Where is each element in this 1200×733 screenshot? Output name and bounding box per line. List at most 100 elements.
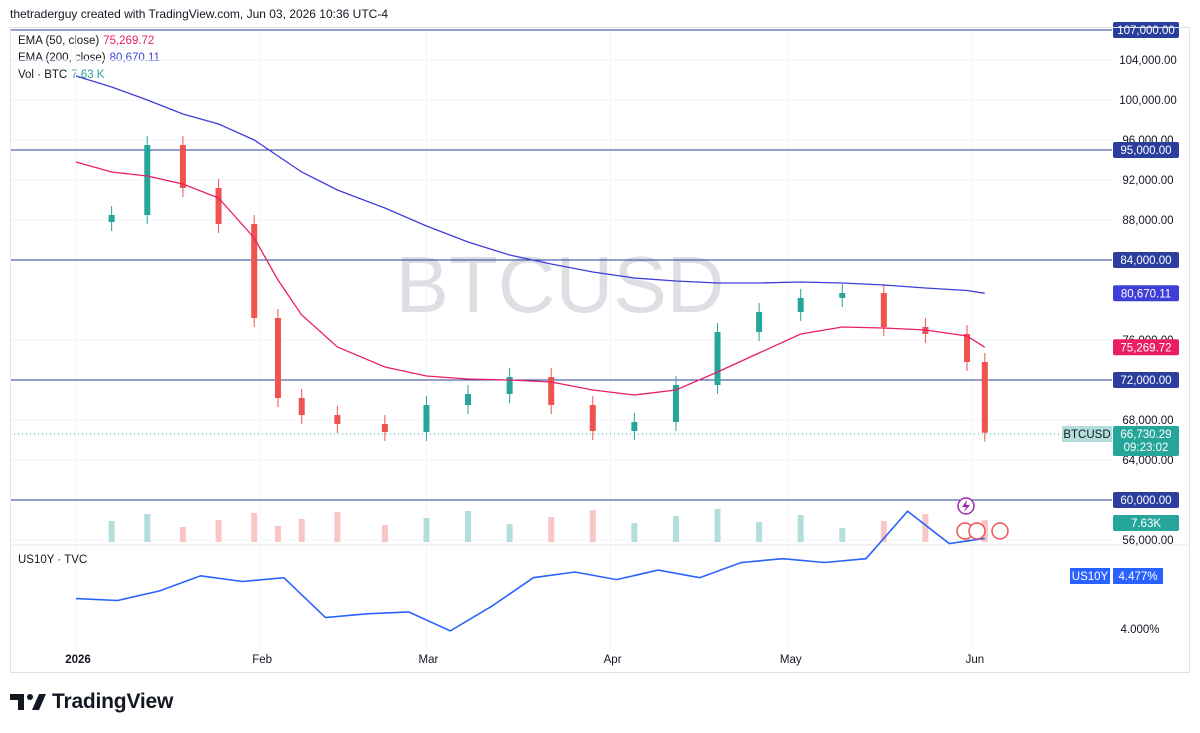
tradingview-logo-icon	[10, 694, 46, 710]
candle-body[interactable]	[179, 145, 186, 188]
legend-ema200-value: 80,670.11	[109, 52, 160, 64]
volume-bar	[423, 518, 430, 542]
price-tick-label: 92,000.00	[1122, 175, 1173, 187]
us10y-tag: US10Y 4.477%	[1070, 568, 1163, 584]
candle-body[interactable]	[506, 377, 513, 394]
ema50-line	[75, 161, 986, 396]
level-price-tag-text: 95,000.00	[1120, 145, 1171, 157]
legend-ema50-label: EMA (50, close)	[18, 35, 100, 47]
volume-bar	[714, 509, 721, 542]
candle-body[interactable]	[631, 422, 638, 431]
legend-ema200[interactable]: EMA (200, close) 80,670.11	[18, 52, 160, 64]
volume-bar	[631, 523, 638, 542]
price-tick-label: 100,000.00	[1119, 95, 1177, 107]
us10y-legend: US10Y · TVC	[18, 554, 87, 566]
legend-ema50-value: 75,269.72	[103, 35, 155, 47]
ema200-price-tag: 80,670.11	[1113, 285, 1179, 302]
candle-body[interactable]	[548, 377, 555, 405]
us10y-line	[75, 510, 985, 632]
tradingview-wordmark: TradingView	[52, 690, 174, 713]
volume-bar	[215, 520, 222, 542]
price-tick-label: 88,000.00	[1122, 215, 1173, 227]
volume-bar	[797, 515, 804, 542]
candle-body[interactable]	[589, 405, 596, 431]
price-tick-label: 104,000.00	[1119, 55, 1177, 67]
level-price-tag: 72,000.00	[1113, 372, 1179, 388]
candle-body[interactable]	[108, 215, 115, 222]
candle-body[interactable]	[251, 224, 258, 318]
symbol-tag-text: BTCUSD	[1063, 429, 1110, 441]
volume-bar	[756, 522, 763, 542]
last-price-tag-text: 66,730.29	[1120, 429, 1171, 441]
candle-body[interactable]	[797, 298, 804, 312]
candle-body[interactable]	[381, 424, 388, 432]
ema50-price-tag: 75,269.72	[1113, 339, 1179, 356]
volume-bar	[922, 514, 929, 542]
level-price-tag: 107,000.00	[1113, 22, 1179, 38]
level-price-tag-text: 60,000.00	[1120, 495, 1171, 507]
last-price-tag-text: 09:23:02	[1124, 442, 1169, 454]
candle-body[interactable]	[215, 188, 222, 224]
volume-bar	[506, 524, 513, 542]
time-tick-label: Feb	[252, 654, 272, 666]
horizontal-levels[interactable]	[10, 29, 1112, 501]
us10y-tick-label: 4.000%	[1120, 624, 1159, 636]
legend-volume-label: Vol · BTC	[18, 69, 68, 81]
time-axis[interactable]: 2026 Feb Mar Apr May Jun	[65, 654, 984, 666]
us10y-tag-value: 4.477%	[1118, 571, 1157, 583]
price-tags: 107,000.00 95,000.00 84,000.00 72,000.00 60,…	[1062, 22, 1179, 584]
candlesticks[interactable]	[108, 136, 988, 442]
tradingview-logo[interactable]: TradingView	[10, 690, 173, 714]
event-icons[interactable]	[956, 497, 1009, 540]
level-price-tag: 60,000.00	[1113, 492, 1179, 508]
volume-bar	[298, 519, 305, 542]
price-tick-label: 64,000.00	[1122, 455, 1173, 467]
ema200-price-tag-text: 80,670.11	[1121, 288, 1171, 300]
candle-body[interactable]	[465, 394, 472, 405]
us10y-tag-symbol: US10Y	[1072, 571, 1109, 583]
volume-bar	[274, 526, 281, 542]
candle-body[interactable]	[880, 293, 887, 327]
candle-body[interactable]	[981, 362, 988, 433]
volume-bar	[589, 510, 596, 542]
candle-body[interactable]	[334, 415, 341, 424]
candle-body[interactable]	[274, 318, 281, 398]
volume-bar	[548, 517, 555, 542]
volume-bar	[672, 516, 679, 542]
candle-body[interactable]	[756, 312, 763, 332]
level-price-tag: 84,000.00	[1113, 252, 1179, 268]
chart-attribution: thetraderguy created with TradingView.co…	[10, 7, 388, 21]
volume-bar	[179, 527, 186, 542]
ema50-price-tag-text: 75,269.72	[1120, 342, 1171, 354]
candle-body[interactable]	[714, 332, 721, 385]
legend-volume[interactable]: Vol · BTC 7.63 K	[18, 69, 104, 81]
candle-body[interactable]	[298, 398, 305, 415]
lightning-glyph	[962, 500, 970, 512]
level-price-tag-text: 72,000.00	[1120, 375, 1171, 387]
legend-ema200-label: EMA (200, close)	[18, 52, 106, 64]
grid-layer	[10, 32, 1112, 650]
volume-bar	[880, 521, 887, 542]
volume-bar	[465, 511, 472, 542]
candle-body[interactable]	[672, 385, 679, 422]
us-flag-event-icon[interactable]	[991, 522, 1009, 540]
time-tick-label: 2026	[65, 654, 91, 666]
us-flag-event-icon[interactable]	[968, 522, 986, 540]
ema200-line	[75, 75, 985, 294]
legend-ema50[interactable]: EMA (50, close) 75,269.72	[18, 35, 154, 47]
time-tick-label: Mar	[419, 654, 439, 666]
volume-bar	[108, 521, 115, 542]
level-price-tag-text: 84,000.00	[1120, 255, 1171, 267]
time-tick-label: Jun	[966, 654, 985, 666]
candle-body[interactable]	[839, 293, 846, 298]
time-tick-label: May	[780, 654, 802, 666]
volume-bar	[381, 525, 388, 542]
candle-body[interactable]	[964, 334, 970, 362]
candle-body[interactable]	[144, 145, 151, 215]
volume-tag: 7.63K	[1113, 515, 1179, 531]
time-tick-label: Apr	[604, 654, 622, 666]
level-price-tag-text: 107,000.00	[1117, 25, 1175, 37]
candle-body[interactable]	[423, 405, 430, 432]
